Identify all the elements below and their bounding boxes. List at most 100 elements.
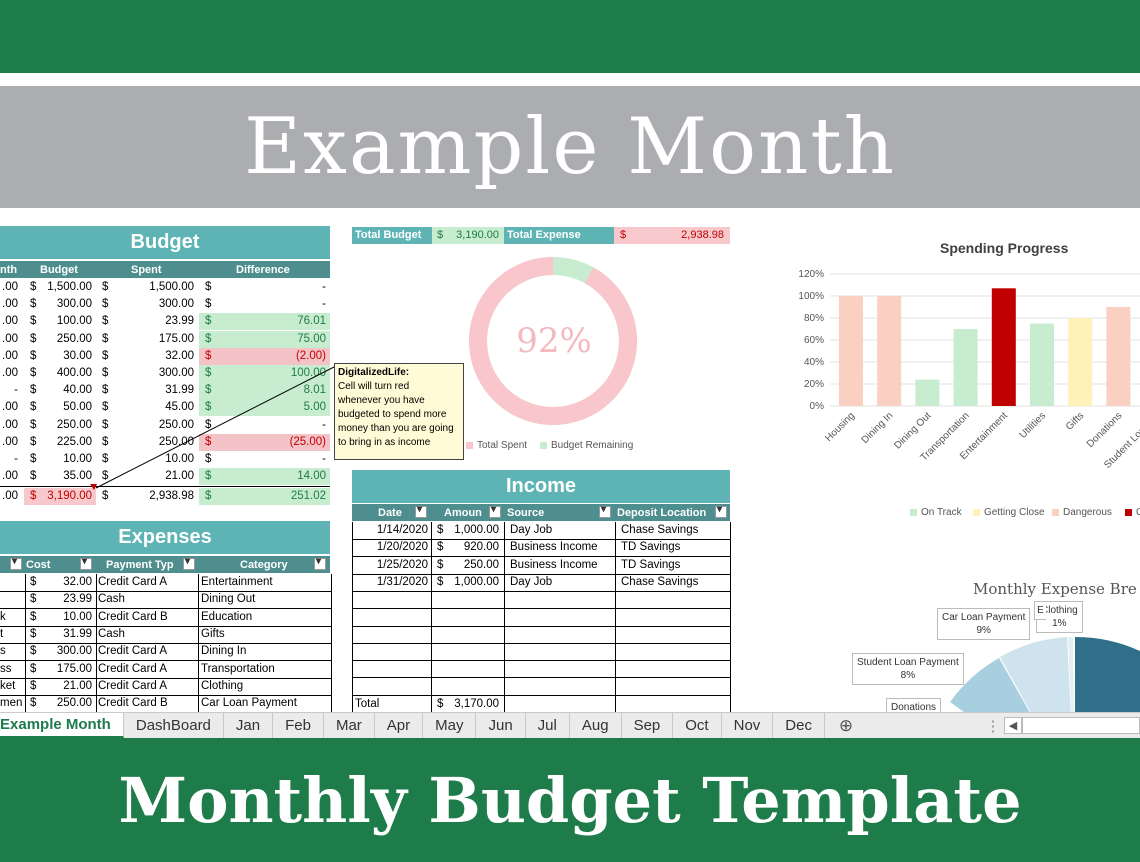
footer-banner: Monthly Budget Template [0,738,1140,862]
budget-total-difference: 251.02 [290,490,326,503]
column-border [352,522,353,712]
budget-col-month: nth [0,263,18,276]
row-border [0,591,331,592]
expense-cell-item: t [0,627,4,640]
currency: $ [437,558,444,571]
tab-sep[interactable]: Sep [622,713,674,738]
filter-dropdown[interactable] [415,504,427,518]
y-tick-label: 20% [804,379,824,390]
currency: $ [30,490,37,503]
row-border [0,625,331,627]
currency: $ [30,470,37,483]
tab-jan[interactable]: Jan [224,713,274,738]
difference-value: (2.00) [295,349,326,362]
income-cell-source: Day Job [510,575,553,588]
expense-breakdown-pie [950,636,1140,712]
currency: $ [30,281,37,293]
filter-dropdown[interactable] [80,556,92,570]
x-tick-label: Dining In [860,410,896,446]
budget-cell-budget: 10.00 [63,453,92,465]
total-expense-value: 2,938.98 [681,229,724,241]
pie-chart-title: Monthly Expense Bre [973,580,1137,598]
row-border [352,539,730,540]
pie-slice [1075,636,1140,712]
income-cell-amount: 250.00 [463,558,499,571]
row-border [352,590,730,592]
more-options-icon[interactable]: ⋮ [985,717,1001,735]
pie-label-pct: 9% [976,625,991,636]
tab-oct[interactable]: Oct [673,713,722,738]
difference-value: 5.00 [303,401,326,414]
tab-example-month[interactable]: Example Month [0,713,124,738]
row-border [352,677,730,679]
difference-value: 8.01 [303,384,326,397]
donut-percent: 92% [516,321,592,361]
column-border [198,574,199,712]
budget-cell-budget: 40.00 [63,384,92,397]
bar-donations [1106,307,1131,406]
budget-cell-difference: $ (25.00) [199,433,330,451]
currency: $ [205,490,212,503]
budget-cell-month: - [14,453,18,465]
filter-dropdown[interactable] [489,504,501,518]
tab-apr[interactable]: Apr [375,713,424,738]
budget-cell-difference: $ - [199,417,330,434]
budget-cell-difference: $5.00 [199,399,330,417]
total-budget-value-cell: $ 3,190.00 [432,227,504,244]
tab-aug[interactable]: Aug [570,713,622,738]
tab-may[interactable]: May [423,713,477,738]
currency: $ [102,401,109,414]
legend-o: O [1125,507,1140,518]
y-tick-label: 100% [798,291,824,302]
budget-cell-month: .00 [2,435,18,448]
tab-feb[interactable]: Feb [273,713,324,738]
tab-jun[interactable]: Jun [476,713,526,738]
budget-cell-month: .00 [2,470,18,483]
horizontal-scrollbar[interactable] [1022,717,1140,734]
income-heading: Income [352,470,730,503]
expense-cell-item: ket [0,679,16,692]
currency: $ [437,229,444,241]
expense-cell-payment: Credit Card A [98,662,168,675]
currency: $ [205,315,212,328]
sheet-tabs: Example Month DashBoard Jan Feb Mar Apr May Jun… [0,713,825,738]
total-budget-value: 3,190.00 [456,229,499,241]
pie-label-student-loan: Student Loan Payment 8% [852,653,964,685]
filter-dropdown[interactable] [314,556,326,570]
tab-nov[interactable]: Nov [722,713,774,738]
x-tick-label: Housing [823,410,857,444]
x-tick-label: Gifts [1064,410,1086,432]
filter-dropdown[interactable] [10,556,22,570]
filter-dropdown[interactable] [183,556,195,570]
expense-cell-payment: Cash [98,627,125,640]
tab-jul[interactable]: Jul [526,713,570,738]
filter-dropdown[interactable] [599,504,611,518]
filter-dropdown[interactable] [715,504,727,518]
bar-utilities [1030,323,1054,406]
tab-dec[interactable]: Dec [773,713,825,738]
expense-cell-cost: 21.00 [63,679,92,692]
budget-column-header: nth Budget Spent Difference [0,261,330,278]
currency: $ [205,384,212,397]
expense-cell-category: Entertainment [201,576,273,588]
currency: $ [102,332,109,345]
y-tick-label: 120% [798,269,824,280]
currency: $ [30,349,37,362]
difference-value: (25.00) [289,435,326,448]
currency: $ [205,332,212,345]
currency: $ [30,576,37,588]
currency: $ [205,349,212,362]
scroll-left-icon[interactable]: ◀ [1004,717,1022,734]
budget-cell-month: .00 [2,349,18,362]
add-sheet-icon[interactable]: ⊕ [838,715,854,735]
income-cell-location: Chase Savings [621,524,699,536]
comment-line: money than you are going [338,423,454,434]
budget-cell-spent: 300.00 [158,367,194,379]
income-cell-location: TD Savings [621,541,681,554]
tab-mar[interactable]: Mar [324,713,375,738]
tab-dashboard[interactable]: DashBoard [124,713,224,738]
expense-cell-payment: Credit Card B [98,697,168,710]
expense-cell-category: Dining In [201,645,247,658]
income-cell-amount: 1,000.00 [454,524,499,536]
pie-label-name: Clothing [1041,605,1078,616]
